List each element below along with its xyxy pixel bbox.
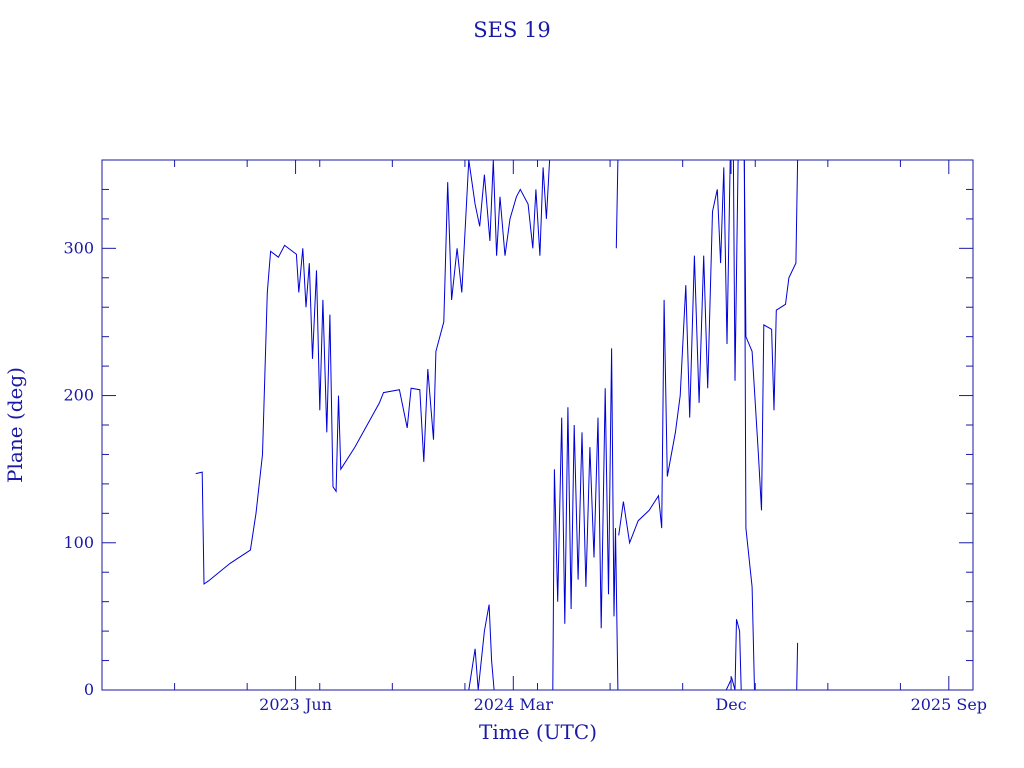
- plane-series-segment-4: [552, 348, 619, 691]
- y-tick-labels: 0 100 200 300: [63, 238, 94, 699]
- x-tick-labels: 2023 Jun 2024 Mar Dec 2025 Sep: [259, 695, 987, 714]
- chart-title: SES 19: [473, 18, 551, 42]
- y-axis-label: Plane (deg): [3, 367, 27, 483]
- plane-series-segment-1: [195, 159, 470, 585]
- y-tick-label: 300: [63, 238, 94, 257]
- plane-series-segment-6: [618, 159, 731, 545]
- y-tick-label: 100: [63, 533, 94, 552]
- plot-frame: [101, 159, 974, 691]
- x-tick-label: Dec: [715, 695, 746, 714]
- plane-series-segment-7: [732, 159, 799, 511]
- plane-series-segment-8: [743, 159, 755, 691]
- x-tick-label: 2025 Sep: [911, 695, 987, 714]
- x-axis-label: Time (UTC): [479, 720, 597, 744]
- x-tick-label: 2023 Jun: [259, 695, 332, 714]
- y-tick-label: 0: [84, 680, 94, 699]
- x-tick-label: 2024 Mar: [474, 695, 554, 714]
- series-layer: [195, 159, 799, 691]
- plane-series-segment-10: [796, 642, 799, 691]
- y-tick-label: 200: [63, 386, 94, 405]
- plot-area: [101, 159, 974, 691]
- plane-series-segment-5: [615, 159, 619, 249]
- plane-series-segment-3: [468, 159, 551, 256]
- plane-series-segment-9: [725, 619, 742, 691]
- plane-series-segment-2: [468, 604, 495, 691]
- tick-marks: [101, 159, 974, 691]
